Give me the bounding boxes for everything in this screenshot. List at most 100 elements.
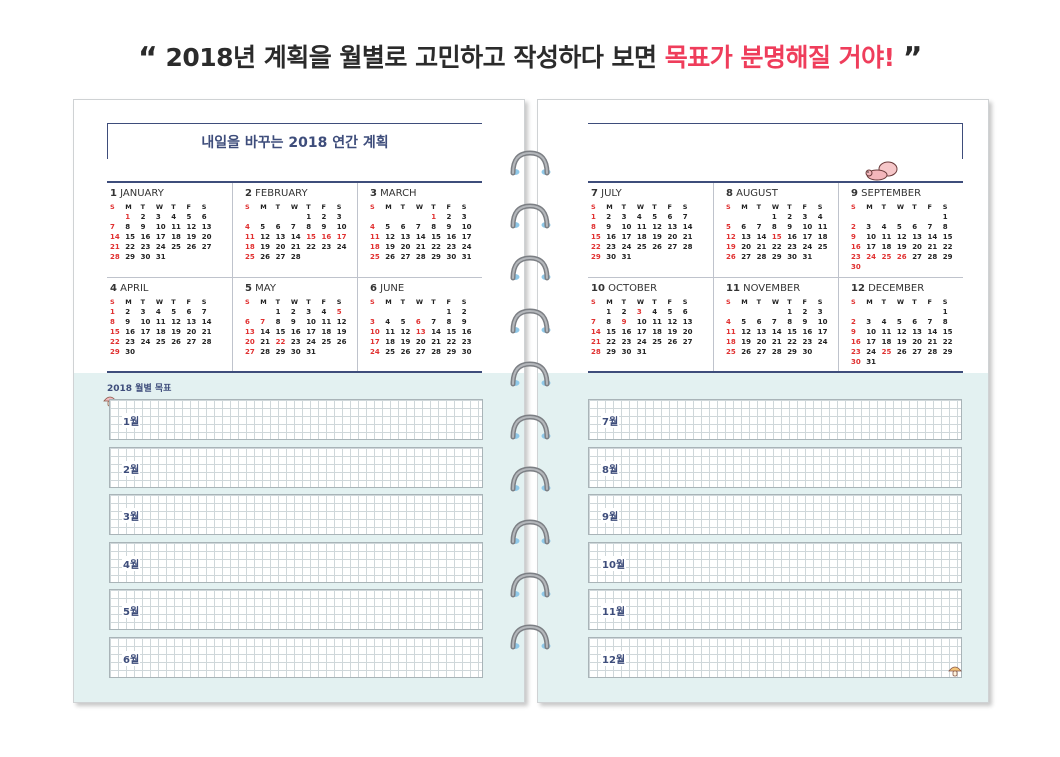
page-title: 내일을 바꾸는 2018 연간 계획 [201,135,389,151]
day-cell: 7 [927,318,933,326]
weekday-header: M [385,298,392,306]
weekday-header: T [400,298,406,306]
empty-day [260,213,275,222]
day-cell: 6 [275,223,281,231]
day-cell: 13 [912,328,922,336]
weekday-header: T [140,298,146,306]
empty-day [882,213,897,222]
day-cell: 25 [636,243,647,251]
day-cell: 10 [866,233,877,241]
weekday-header: W [155,298,164,306]
month-march: 3 MARCH S M T W T F S 1 2 3 4 5 6 7 8 9 10 11 12 13 14 15 16 17 1… [357,183,482,277]
day-cell: 21 [415,243,426,251]
day-cell: 5 [652,213,658,221]
day-cell: 22 [771,243,782,251]
day-cell: 9 [851,328,856,336]
day-cell: 8 [446,318,452,326]
day-cell: 29 [787,348,797,356]
weekday-header: T [881,298,887,306]
month-day-grid: S M T W T F S 1 2 3 4 5 6 7 8 9 10 11 12 13 14 15 16 17 18 19 20 21… [726,298,838,357]
day-cell: 5 [260,223,266,231]
day-cell: 17 [817,328,828,336]
day-cell: 16 [140,233,151,241]
month-day-grid: S M T W T F S 1 2 3 4 5 6 7 8 9 10 11 12 13 14 15 16 17 18 19 20 21… [591,203,713,262]
weekday-header: T [652,203,657,211]
day-cell: 8 [110,318,115,326]
day-cell: 14 [415,233,426,241]
calendar-bottom-rule-right [588,371,963,373]
day-cell: 7 [201,308,207,316]
goal-box-6: 12월 [588,636,962,678]
month-november: 11 NOVEMBER S M T W T F S 1 2 3 4 5 6 7 8 9 10 11 12 13 14 15 1… [713,277,838,371]
weekday-header: S [682,298,688,306]
month-label: JULY [597,188,622,199]
day-cell: 8 [787,318,793,326]
month-april: 4 APRIL S M T W T F S 1 2 3 4 5 6 7 8 9 10 11 12 13 14 15 16 17 1… [107,277,232,371]
day-cell: 28 [415,253,426,261]
weekday-header: T [912,203,917,211]
day-cell: 7 [431,318,437,326]
day-cell: 21 [431,338,441,346]
empty-day [260,308,275,317]
empty-day [741,308,756,317]
day-cell: 30 [446,253,457,261]
day-cell: 10 [636,318,647,326]
day-cell: 20 [667,233,678,241]
day-cell: 5 [400,318,406,326]
day-cell: 15 [771,233,782,241]
day-cell: 8 [125,223,131,231]
day-cell: 19 [896,338,907,346]
empty-day [401,308,416,317]
day-cell: 16 [321,233,332,241]
day-cell: 6 [756,318,762,326]
day-cell: 11 [652,318,662,326]
day-cell: 18 [636,233,647,241]
month-label: OCTOBER [604,283,658,294]
day-cell: 2 [140,213,146,221]
day-cell: 26 [896,348,907,356]
month-name: 1 JANUARY [110,188,232,199]
day-cell: 14 [682,223,693,231]
day-cell: 8 [771,223,777,231]
day-cell: 10 [140,318,151,326]
day-cell: 18 [385,338,396,346]
day-cell: 10 [461,223,472,231]
day-cell: 3 [140,308,146,316]
empty-day [757,308,772,317]
squirrel-icon [865,161,898,181]
day-cell: 3 [306,308,312,316]
weekday-header: M [606,298,613,306]
day-cell: 15 [606,328,617,336]
day-cell: 28 [201,338,212,346]
weekday-header: M [125,203,132,211]
day-cell: 13 [741,233,752,241]
day-cell: 13 [400,233,411,241]
day-cell: 1 [110,308,115,316]
day-cell: 21 [927,338,938,346]
weekday-header: S [851,203,856,211]
day-cell: 5 [336,308,342,316]
day-cell: 15 [110,328,120,336]
day-cell: 23 [851,348,861,356]
weekday-header: S [682,203,688,211]
weekday-header: M [866,298,873,306]
month-day-grid: S M T W T F S 1 2 3 4 5 6 7 8 9 10 11 12 13 14 15 16 17 18 19 20 21… [110,298,232,357]
day-cell: 24 [866,253,877,261]
weekday-header: S [370,203,375,211]
day-cell: 28 [682,243,693,251]
mushroom-icon [948,666,962,677]
day-cell: 18 [155,328,166,336]
month-day-grid: S M T W T F S 1 2 3 4 5 6 7 8 9 10 11 12 13 14 15 16 17 18 19 20 21… [370,298,482,357]
empty-day [110,213,125,222]
day-cell: 23 [446,243,457,251]
weekday-header: T [652,298,657,306]
day-cell: 14 [771,328,782,336]
day-cell: 6 [245,318,250,326]
empty-day [866,308,881,317]
day-cell: 8 [275,318,281,326]
weekday-header: T [621,298,627,306]
day-cell: 24 [140,338,151,346]
day-cell: 3 [155,213,161,221]
day-cell: 1 [606,308,612,316]
weekday-header: F [186,298,191,306]
